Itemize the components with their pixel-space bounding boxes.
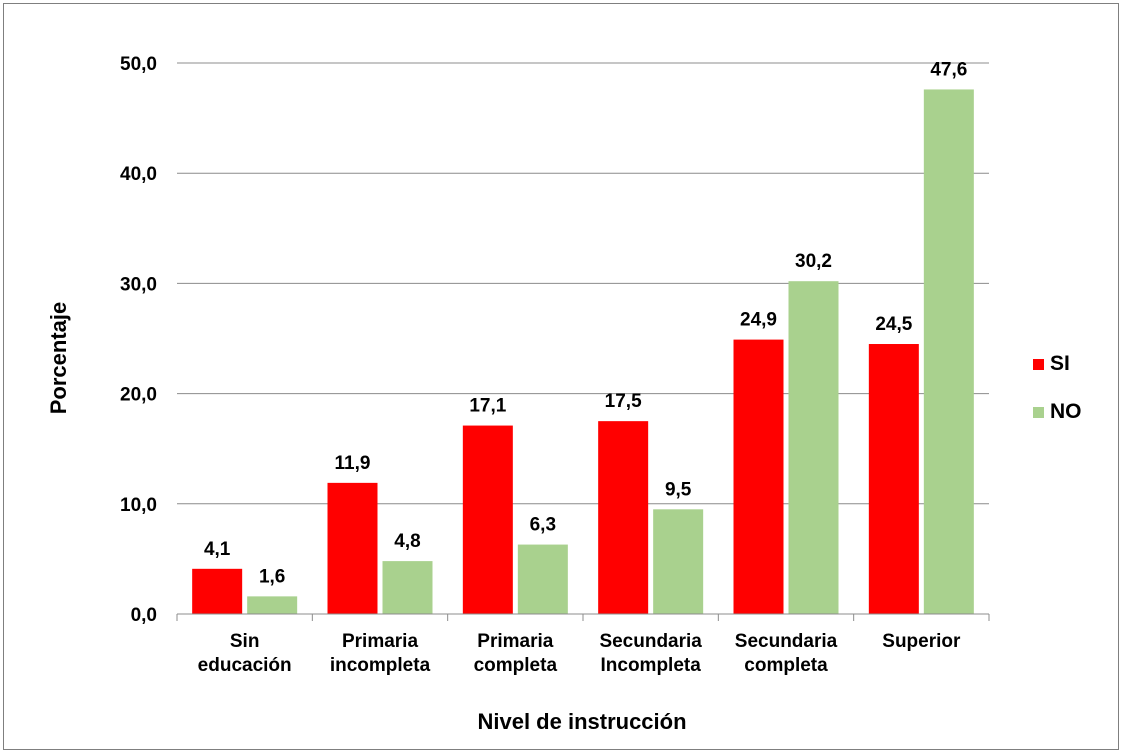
bar-chart: 0,0 10,0 20,0 30,0 40,0 50,0 4,1 1,6 11,9 4,8 17,… (46, 54, 1082, 734)
x-tick-label: Primaria incompleta (330, 631, 431, 676)
data-label: 6,3 (530, 515, 556, 536)
y-tick-label: 20,0 (120, 385, 157, 406)
bar-si (598, 421, 649, 614)
x-axis (176, 613, 990, 621)
data-label: 24,9 (740, 310, 777, 331)
bar-si (733, 339, 784, 614)
bar-no (382, 561, 433, 614)
bars (192, 89, 974, 614)
gridlines (177, 62, 989, 505)
legend: SI NO (1033, 352, 1082, 423)
y-axis-ticks: 0,0 10,0 20,0 30,0 40,0 50,0 (120, 54, 157, 626)
bar-no (788, 281, 839, 614)
bar-si (868, 344, 919, 614)
bar-si (192, 568, 243, 614)
data-label: 11,9 (335, 453, 371, 474)
bar-no (247, 596, 298, 614)
y-tick-label: 40,0 (120, 164, 157, 185)
y-axis-title: Porcentaje (46, 302, 71, 415)
legend-swatch-no (1033, 407, 1044, 418)
x-tick-label: Primaria completa (474, 631, 558, 676)
x-axis-tick-labels: Sin educación Primaria incompleta Primaria co… (198, 631, 961, 676)
data-labels: 4,1 1,6 11,9 4,8 17,1 6,3 17,5 9,5 24,9 30,2 24,5 4… (204, 59, 967, 587)
legend-swatch-si (1033, 359, 1044, 370)
data-label: 47,6 (930, 59, 967, 80)
x-axis-title: Nivel de instrucción (477, 709, 686, 734)
bar-no (653, 509, 704, 614)
data-label: 30,2 (795, 251, 832, 272)
y-tick-label: 10,0 (120, 495, 157, 516)
data-label: 4,1 (204, 539, 231, 560)
bar-si (462, 425, 513, 614)
y-tick-label: 30,0 (120, 274, 157, 295)
data-label: 17,1 (469, 396, 506, 417)
data-label: 9,5 (665, 479, 692, 500)
data-label: 4,8 (394, 531, 420, 552)
legend-label-si: SI (1050, 352, 1070, 375)
data-label: 24,5 (875, 314, 912, 335)
y-tick-label: 50,0 (120, 54, 157, 75)
data-label: 1,6 (259, 566, 285, 587)
y-tick-label: 0,0 (131, 605, 157, 626)
x-tick-label: Secundaria completa (735, 631, 838, 676)
x-tick-label: Sin educación (198, 631, 292, 676)
legend-label-no: NO (1050, 400, 1082, 423)
chart-frame: 0,0 10,0 20,0 30,0 40,0 50,0 4,1 1,6 11,9 4,8 17,… (3, 3, 1119, 750)
x-tick-label: Superior (882, 631, 961, 652)
bar-no (517, 544, 568, 614)
x-tick-label: Secundaria Incompleta (599, 631, 702, 676)
bar-si (327, 482, 378, 614)
data-label: 17,5 (605, 391, 642, 412)
bar-no (923, 89, 974, 614)
